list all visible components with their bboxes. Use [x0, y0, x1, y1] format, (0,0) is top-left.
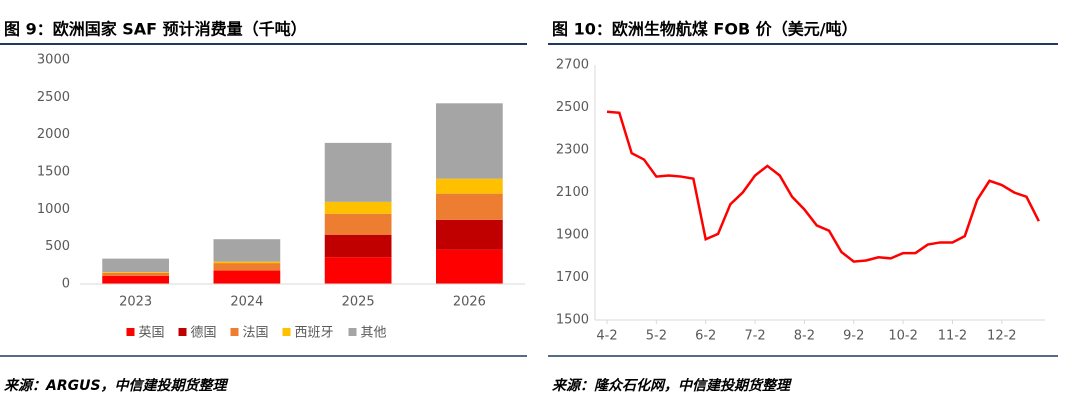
legend-label: 法国: [243, 326, 269, 341]
x-tick-label: 11-2: [938, 329, 968, 344]
y-tick-label: 2500: [556, 100, 589, 115]
y-tick-label: 2500: [37, 90, 70, 105]
bar-segment: [324, 213, 392, 235]
x-tick-label: 4-2: [596, 329, 617, 344]
y-tick-label: 2700: [556, 58, 589, 73]
source-note: 来源：ARGUS，中信建投期货整理: [4, 377, 229, 394]
bar-segment: [436, 219, 503, 250]
x-tick-label: 9-2: [843, 329, 864, 344]
bar-segment: [102, 275, 169, 284]
legend-label: 德国: [191, 326, 217, 341]
y-tick-label: 1900: [556, 228, 589, 243]
y-tick-label: 1000: [37, 202, 70, 217]
bar-segment: [213, 261, 281, 264]
legend-swatch: [230, 328, 239, 336]
y-tick-label: 1700: [556, 270, 589, 285]
y-tick-label: 2100: [556, 185, 589, 200]
bar-segment: [436, 249, 503, 284]
legend-swatch: [282, 328, 291, 336]
bar-segment: [436, 103, 503, 179]
y-tick-label: 1500: [556, 313, 589, 328]
y-tick-label: 1500: [37, 165, 70, 180]
x-tick-label: 2025: [342, 295, 375, 310]
x-tick-label: 7-2: [744, 329, 765, 344]
x-tick-label: 5-2: [646, 329, 667, 344]
bar-segment: [324, 257, 392, 284]
legend-label: 其他: [361, 326, 387, 341]
chart-title: 图 9：欧洲国家 SAF 预计消费量（千吨）: [4, 20, 307, 39]
bar-segment: [324, 234, 392, 258]
bar-segment: [324, 201, 392, 214]
y-tick-label: 0: [62, 277, 70, 292]
y-tick-label: 2000: [37, 127, 70, 142]
legend-label: 西班牙: [295, 326, 334, 341]
y-tick-label: 500: [45, 239, 70, 254]
bar-segment: [213, 239, 281, 262]
x-tick-label: 8-2: [794, 329, 815, 344]
legend-swatch: [178, 328, 187, 336]
legend-swatch: [348, 328, 357, 336]
x-tick-label: 2026: [453, 295, 486, 310]
x-tick-label: 2024: [230, 295, 263, 310]
bar-segment: [436, 193, 503, 220]
bar-segment: [102, 272, 169, 276]
y-tick-label: 3000: [37, 53, 70, 68]
x-tick-label: 2023: [119, 295, 152, 310]
bar-segment: [213, 263, 281, 271]
legend-label: 英国: [139, 326, 165, 341]
bar-segment: [324, 142, 392, 202]
x-tick-label: 12-2: [987, 329, 1017, 344]
bar-segment: [102, 272, 169, 273]
y-tick-label: 2300: [556, 143, 589, 158]
bar-segment: [436, 178, 503, 194]
source-note: 来源：隆众石化网，中信建投期货整理: [552, 377, 792, 394]
chart-title: 图 10：欧洲生物航煤 FOB 价（美元/吨）: [552, 20, 858, 39]
bar-segment: [213, 270, 281, 284]
x-tick-label: 6-2: [695, 329, 716, 344]
line: [606, 110, 1040, 263]
x-tick-label: 10-2: [888, 329, 918, 344]
bar-segment: [102, 258, 169, 273]
legend-swatch: [126, 328, 135, 336]
